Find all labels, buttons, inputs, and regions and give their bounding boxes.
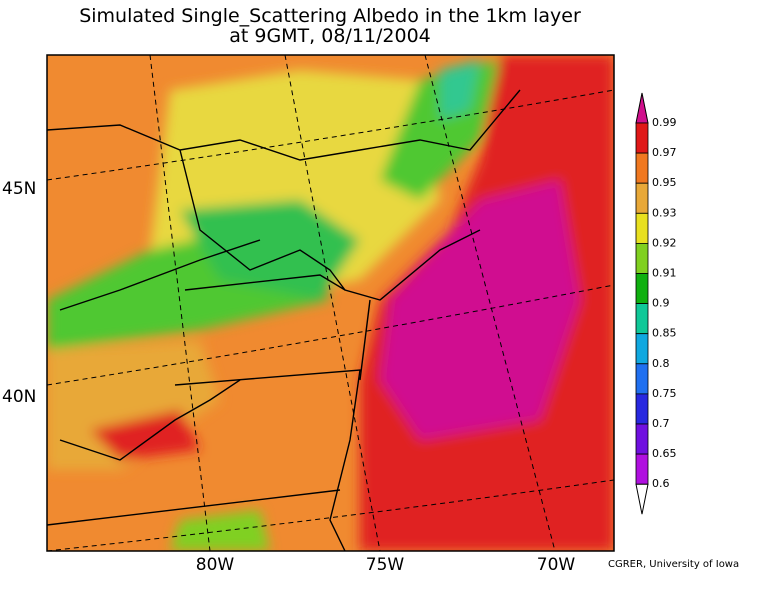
colorbar-top (635, 92, 649, 124)
colorbar-box (635, 242, 649, 274)
colorbar-label: 0.97 (652, 146, 677, 159)
colorbar-label: 0.9 (652, 297, 670, 310)
colorbar-box (635, 182, 649, 214)
colorbar-box (635, 303, 649, 335)
subtitle: at 9GMT, 08/11/2004 (229, 25, 431, 47)
lat-label: 40N (2, 387, 36, 407)
colorbar-label: 0.7 (652, 417, 670, 430)
colorbar-label: 0.95 (652, 176, 677, 189)
lon-label: 70W (537, 555, 576, 575)
colorbar-label: 0.91 (652, 267, 677, 280)
colorbar-box (635, 212, 649, 244)
colorbar-box (635, 363, 649, 395)
colorbar-box (635, 393, 649, 425)
colorbar: 0.99 0.97 0.95 0.93 0.92 0.91 0.9 0.85 0.8 0.75 0.… (635, 92, 677, 515)
colorbar-box (635, 122, 649, 154)
colorbar-bottom (635, 483, 649, 515)
colorbar-label: 0.65 (652, 447, 677, 460)
colorbar-label: 0.6 (652, 477, 670, 490)
credit: CGRER, University of Iowa (608, 559, 739, 570)
title: Simulated Single_Scattering Albedo in th… (79, 5, 581, 27)
lon-label: 75W (366, 555, 405, 575)
colorbar-label: 0.99 (652, 116, 677, 129)
lon-label: 80W (196, 555, 235, 575)
map-field (47, 55, 614, 551)
colorbar-box (635, 453, 649, 485)
colorbar-label: 0.93 (652, 206, 677, 219)
colorbar-label: 0.92 (652, 236, 677, 249)
colorbar-box (635, 333, 649, 365)
colorbar-box (635, 273, 649, 305)
colorbar-label: 0.85 (652, 327, 677, 340)
lat-label: 45N (2, 179, 36, 199)
colorbar-box (635, 152, 649, 184)
map-frame (46, 54, 615, 552)
colorbar-label: 0.75 (652, 387, 677, 400)
colorbar-box (635, 423, 649, 455)
colorbar-label: 0.8 (652, 357, 670, 370)
